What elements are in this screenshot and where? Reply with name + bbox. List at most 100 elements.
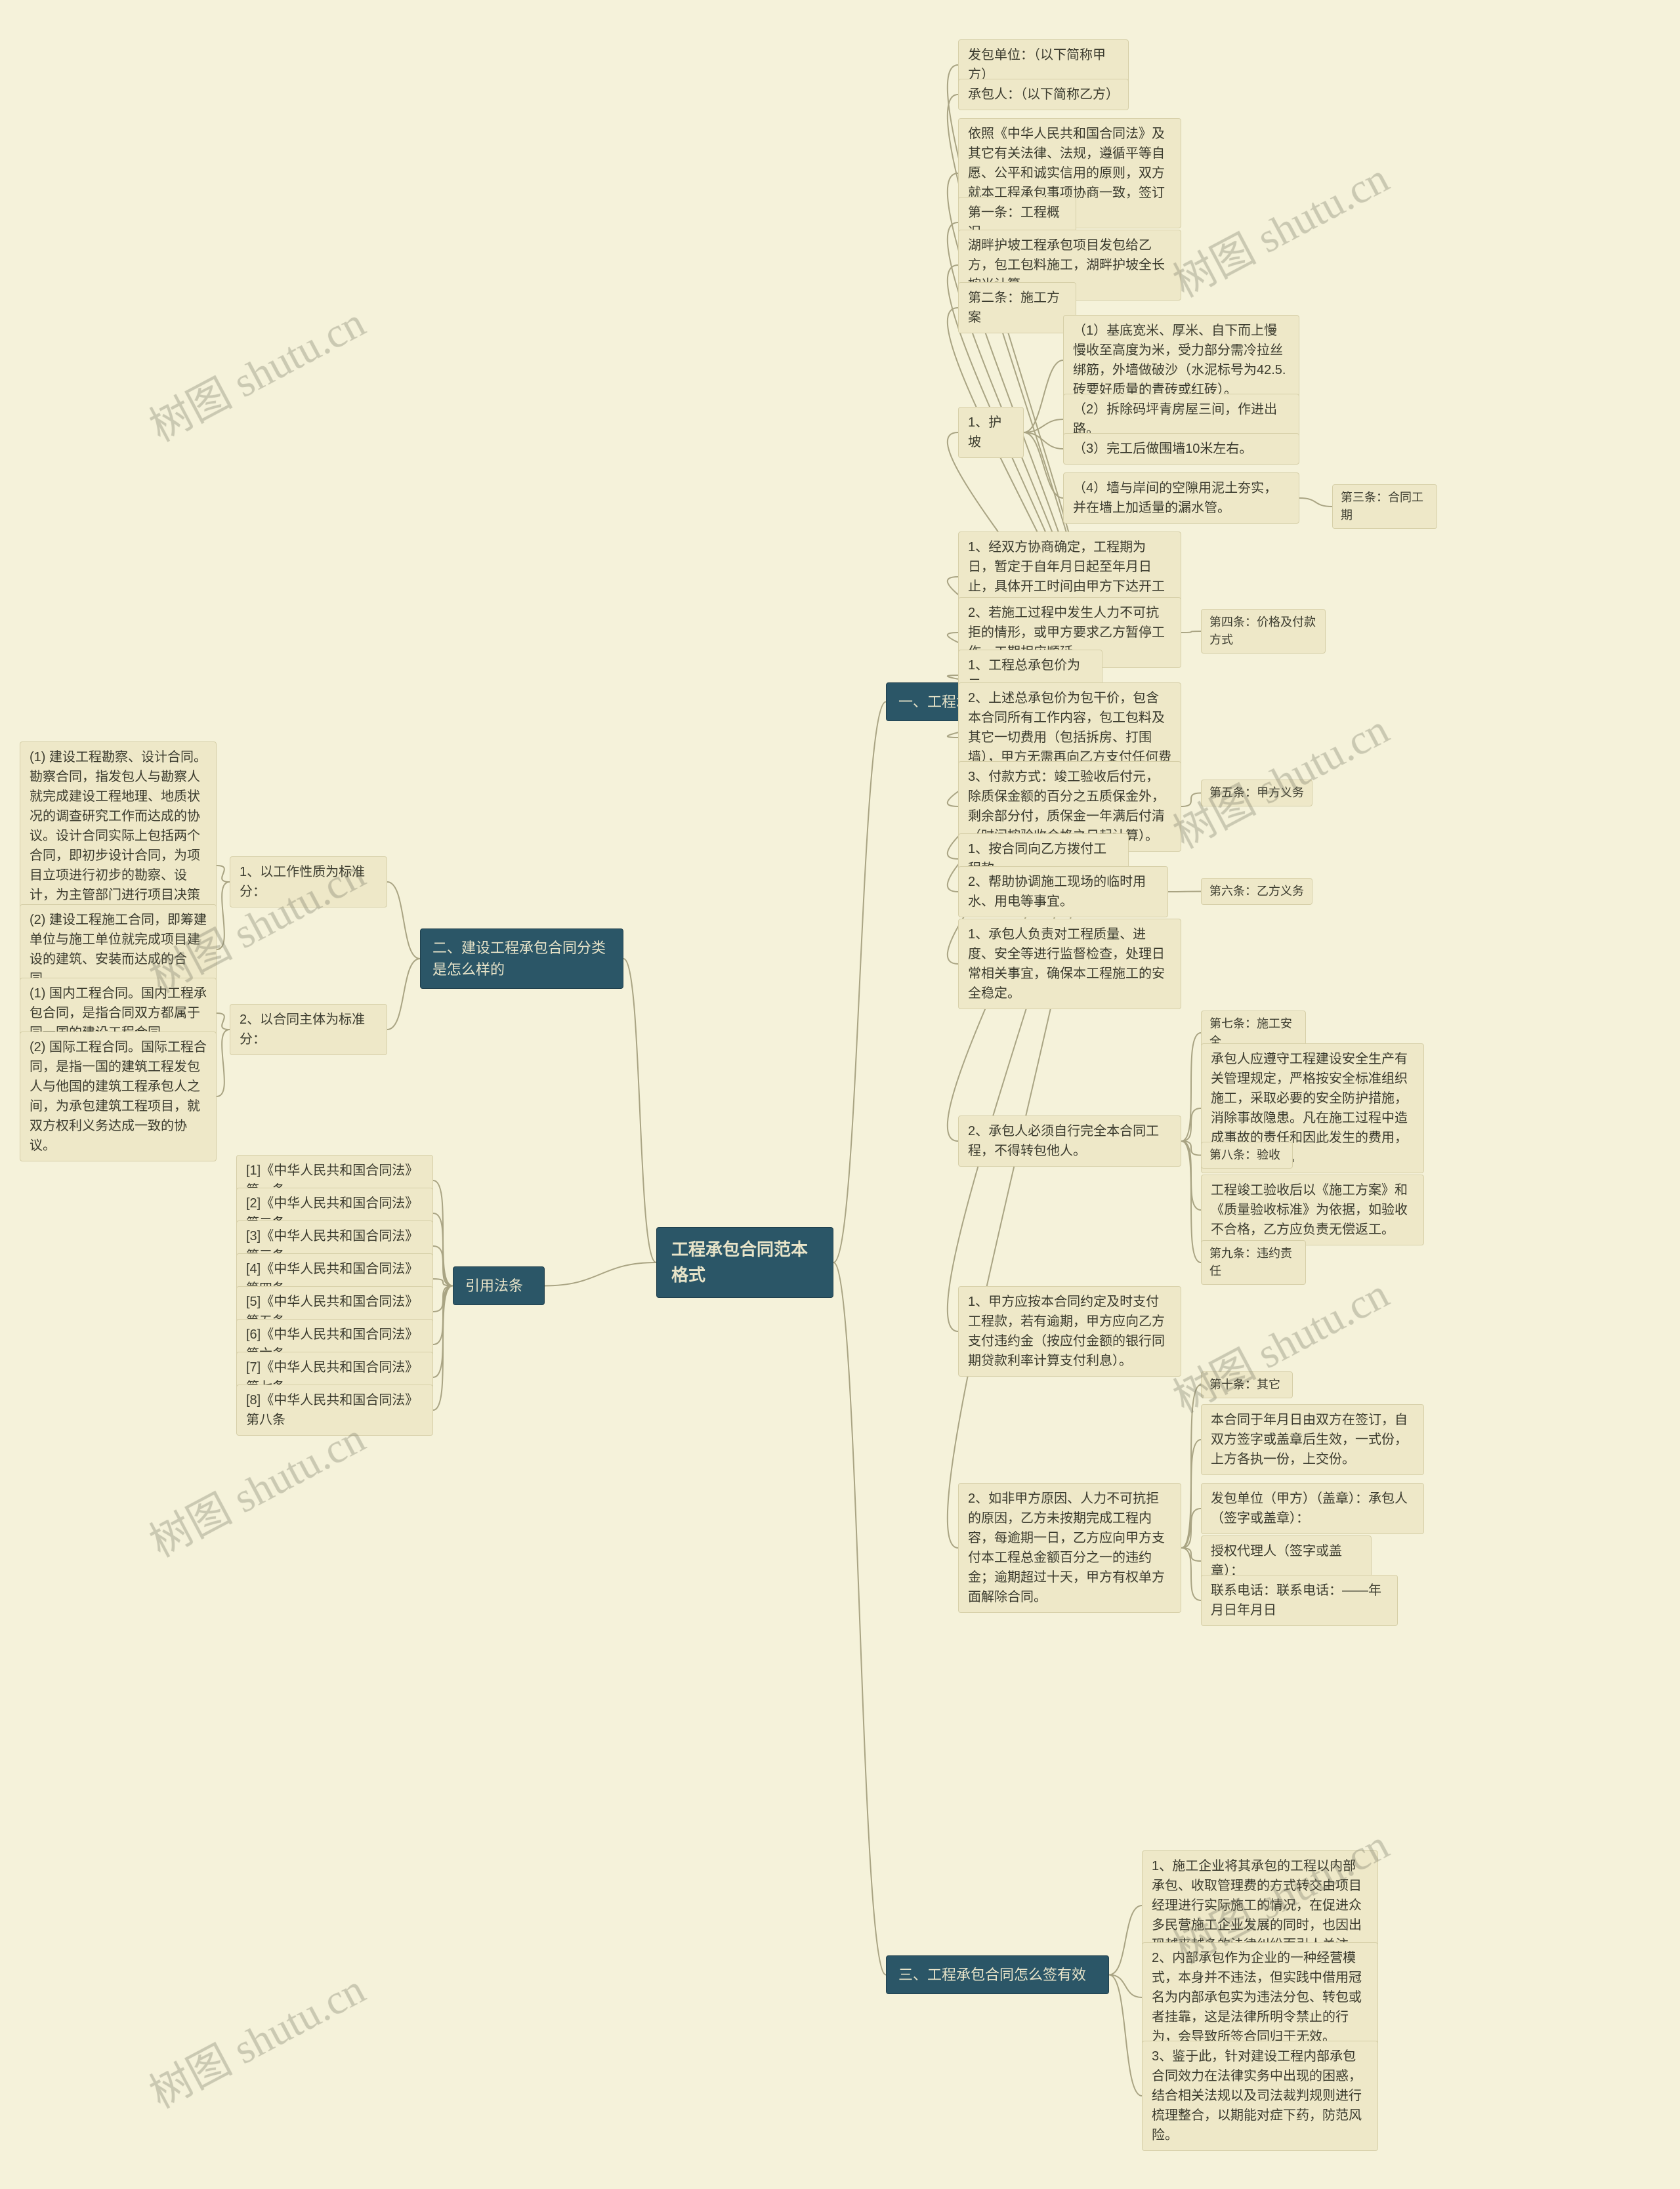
node-label: 三、工程承包合同怎么签有效 <box>898 1967 1086 1983</box>
node-label: 第二条：施工方案 <box>968 291 1060 325</box>
node-label: 2、以合同主体为标准分： <box>240 1012 365 1047</box>
node-r16e[interactable]: 第九条：违约责任 <box>1201 1240 1306 1285</box>
edge <box>433 1286 453 1345</box>
node-r16d[interactable]: 工程竣工验收后以《施工方案》和《质量验收标准》为依据，如验收不合格，乙方应负责无… <box>1201 1175 1424 1245</box>
node-label: 第十条：其它 <box>1209 1378 1280 1391</box>
node-label: 发包单位：（以下简称甲方） <box>968 48 1106 82</box>
node-label: 引用法条 <box>465 1278 523 1294</box>
node-label: （4）墙与岸间的空隙用泥土夯实，并在墙上加适量的漏水管。 <box>1073 481 1277 515</box>
node-label: （2）拆除码坪青房屋三间，作进出路。 <box>1073 402 1277 436</box>
edge <box>1109 1975 1142 2096</box>
node-label: (2) 建设工程施工合同，即筹建单位与施工单位就完成项目建设的建筑、安装而达成的… <box>30 913 207 986</box>
node-r12_t[interactable]: 第五条：甲方义务 <box>1201 780 1312 806</box>
edge <box>1181 1108 1201 1141</box>
node-r14_t[interactable]: 第六条：乙方义务 <box>1201 878 1312 905</box>
node-c22[interactable]: 2、以合同主体为标准分： <box>230 1004 387 1055</box>
node-label: 本合同于年月日由双方在签订，自双方签字或盖章后生效，一式份，上方各执一份，上交份… <box>1211 1413 1408 1467</box>
node-r07d[interactable]: （4）墙与岸间的空隙用泥土夯实，并在墙上加适量的漏水管。 <box>1063 472 1299 524</box>
node-label: 承包人：（以下简称乙方） <box>968 87 1119 102</box>
node-r17[interactable]: 1、甲方应按本合同约定及时支付工程款，若有逾期，甲方应向乙方支付违约金（按应付金… <box>958 1286 1181 1377</box>
edges-layer <box>0 0 1680 2189</box>
node-label: 3、鉴于此，针对建设工程内部承包合同效力在法律实务中出现的困惑，结合相关法规以及… <box>1152 2049 1362 2142</box>
edge <box>387 882 420 959</box>
node-label: （3）完工后做围墙10米左右。 <box>1073 442 1252 456</box>
node-r07[interactable]: 1、护坡 <box>958 407 1024 458</box>
node-label: 工程竣工验收后以《施工方案》和《质量验收标准》为依据，如验收不合格，乙方应负责无… <box>1211 1183 1408 1237</box>
watermark: 树图 shutu.cn <box>1161 1261 1397 1425</box>
watermark: 树图 shutu.cn <box>1161 696 1397 860</box>
edge <box>833 1262 886 1975</box>
edge <box>1181 1385 1201 1549</box>
edge <box>1024 419 1063 432</box>
node-r09_t[interactable]: 第四条：价格及付款方式 <box>1201 609 1326 654</box>
node-label: 第四条：价格及付款方式 <box>1209 615 1316 646</box>
edge <box>433 1286 453 1378</box>
edge <box>1024 432 1063 498</box>
edge <box>433 1213 453 1286</box>
node-label: 2、如非甲方原因、人力不可抗拒的原因，乙方未按期完成工程内容，每逾期一日，乙方应… <box>968 1491 1165 1604</box>
node-label: （1）基底宽米、厚米、自下而上慢慢收至高度为米，受力部分需冷拉丝绑筋，外墙做破沙… <box>1073 323 1286 397</box>
node-law8[interactable]: [8]《中华人民共和国合同法》 第八条 <box>236 1385 433 1436</box>
node-r14[interactable]: 2、帮助协调施工现场的临时用水、用电等事宜。 <box>958 866 1168 917</box>
edge <box>1109 1906 1142 1975</box>
node-label: (2) 国际工程合同。国际工程合同，是指一国的建筑工程发包人与他国的建筑工程承包… <box>30 1040 207 1153</box>
node-c22b[interactable]: (2) 国际工程合同。国际工程合同，是指一国的建筑工程发包人与他国的建筑工程承包… <box>20 1032 217 1161</box>
node-r15[interactable]: 1、承包人负责对工程质量、进度、安全等进行监督检查，处理日常相关事宜，确保本工程… <box>958 919 1181 1009</box>
watermark: 树图 shutu.cn <box>1161 145 1397 309</box>
edge <box>1181 1033 1201 1141</box>
node-label: 2、内部承包作为企业的一种经营模式，本身并不违法，但实践中借用冠名为内部承包实为… <box>1152 1951 1362 2044</box>
edge <box>1181 1548 1201 1561</box>
edge <box>1181 793 1201 807</box>
edge <box>217 865 230 882</box>
node-root[interactable]: 工程承包合同范本格式 <box>656 1227 833 1298</box>
node-label: 第九条：违约责任 <box>1209 1247 1292 1278</box>
node-c21[interactable]: 1、以工作性质为标准分： <box>230 856 387 907</box>
node-label: 1、以工作性质为标准分： <box>240 865 365 899</box>
edge <box>545 1262 656 1286</box>
node-r07d_t[interactable]: 第三条：合同工期 <box>1332 484 1437 529</box>
node-s4[interactable]: 引用法条 <box>453 1266 545 1305</box>
node-label: 1、承包人负责对工程质量、进度、安全等进行监督检查，处理日常相关事宜，确保本工程… <box>968 927 1165 1001</box>
watermark: 树图 shutu.cn <box>137 1956 373 2120</box>
edge <box>1024 360 1063 432</box>
edge <box>1181 1509 1201 1548</box>
node-label: [8]《中华人民共和国合同法》 第八条 <box>246 1393 418 1427</box>
node-label: 2、帮助协调施工现场的临时用水、用电等事宜。 <box>968 875 1146 909</box>
node-s3c[interactable]: 3、鉴于此，针对建设工程内部承包合同效力在法律实务中出现的困惑，结合相关法规以及… <box>1142 2041 1378 2151</box>
edge <box>433 1180 453 1286</box>
node-label: 1、甲方应按本合同约定及时支付工程款，若有逾期，甲方应向乙方支付违约金（按应付金… <box>968 1295 1165 1368</box>
node-label: 第八条：验收 <box>1209 1148 1280 1161</box>
node-r18b[interactable]: 本合同于年月日由双方在签订，自双方签字或盖章后生效，一式份，上方各执一份，上交份… <box>1201 1404 1424 1475</box>
edge <box>433 1286 453 1312</box>
node-r16c[interactable]: 第八条：验收 <box>1201 1142 1293 1169</box>
mindmap-canvas: 工程承包合同范本格式一、工程承包合同范本格式二、建设工程承包合同分类是怎么样的三… <box>0 0 1680 2189</box>
edge <box>1181 1141 1201 1210</box>
node-label: 1、护坡 <box>968 415 1001 449</box>
edge <box>1181 1141 1201 1262</box>
edge <box>1299 498 1332 507</box>
edge <box>1181 1141 1201 1156</box>
node-s2[interactable]: 二、建设工程承包合同分类是怎么样的 <box>420 928 623 989</box>
edge <box>387 959 420 1030</box>
node-r06[interactable]: 第二条：施工方案 <box>958 282 1076 333</box>
node-label: 2、承包人必须自行完全本合同工程，不得转包他人。 <box>968 1124 1159 1158</box>
node-r02[interactable]: 承包人：（以下简称乙方） <box>958 79 1129 110</box>
node-label: 1、施工企业将其承包的工程以内部承包、收取管理费的方式转交由项目经理进行实际施工… <box>1152 1859 1362 1952</box>
node-r07a[interactable]: （1）基底宽米、厚米、自下而上慢慢收至高度为米，受力部分需冷拉丝绑筋，外墙做破沙… <box>1063 315 1299 406</box>
edge <box>1024 432 1063 449</box>
node-r18a[interactable]: 第十条：其它 <box>1201 1371 1293 1398</box>
node-r16[interactable]: 2、承包人必须自行完全本合同工程，不得转包他人。 <box>958 1115 1181 1167</box>
node-label: 发包单位（甲方）（盖章）：承包人（签字或盖章）： <box>1211 1491 1408 1526</box>
node-label: 第六条：乙方义务 <box>1209 885 1304 898</box>
edge <box>1109 1975 1142 1998</box>
node-r18e[interactable]: 联系电话：联系电话：——年月日年月日 <box>1201 1575 1398 1626</box>
edge <box>217 1013 230 1030</box>
node-r18c[interactable]: 发包单位（甲方）（盖章）：承包人（签字或盖章）： <box>1201 1483 1424 1534</box>
edge <box>833 702 886 1263</box>
node-s3[interactable]: 三、工程承包合同怎么签有效 <box>886 1955 1109 1994</box>
node-r18[interactable]: 2、如非甲方原因、人力不可抗拒的原因，乙方未按期完成工程内容，每逾期一日，乙方应… <box>958 1483 1181 1613</box>
node-s3b[interactable]: 2、内部承包作为企业的一种经营模式，本身并不违法，但实践中借用冠名为内部承包实为… <box>1142 1942 1378 2053</box>
edge <box>1181 1440 1201 1548</box>
edge <box>217 882 230 949</box>
node-r07c[interactable]: （3）完工后做围墙10米左右。 <box>1063 433 1299 465</box>
